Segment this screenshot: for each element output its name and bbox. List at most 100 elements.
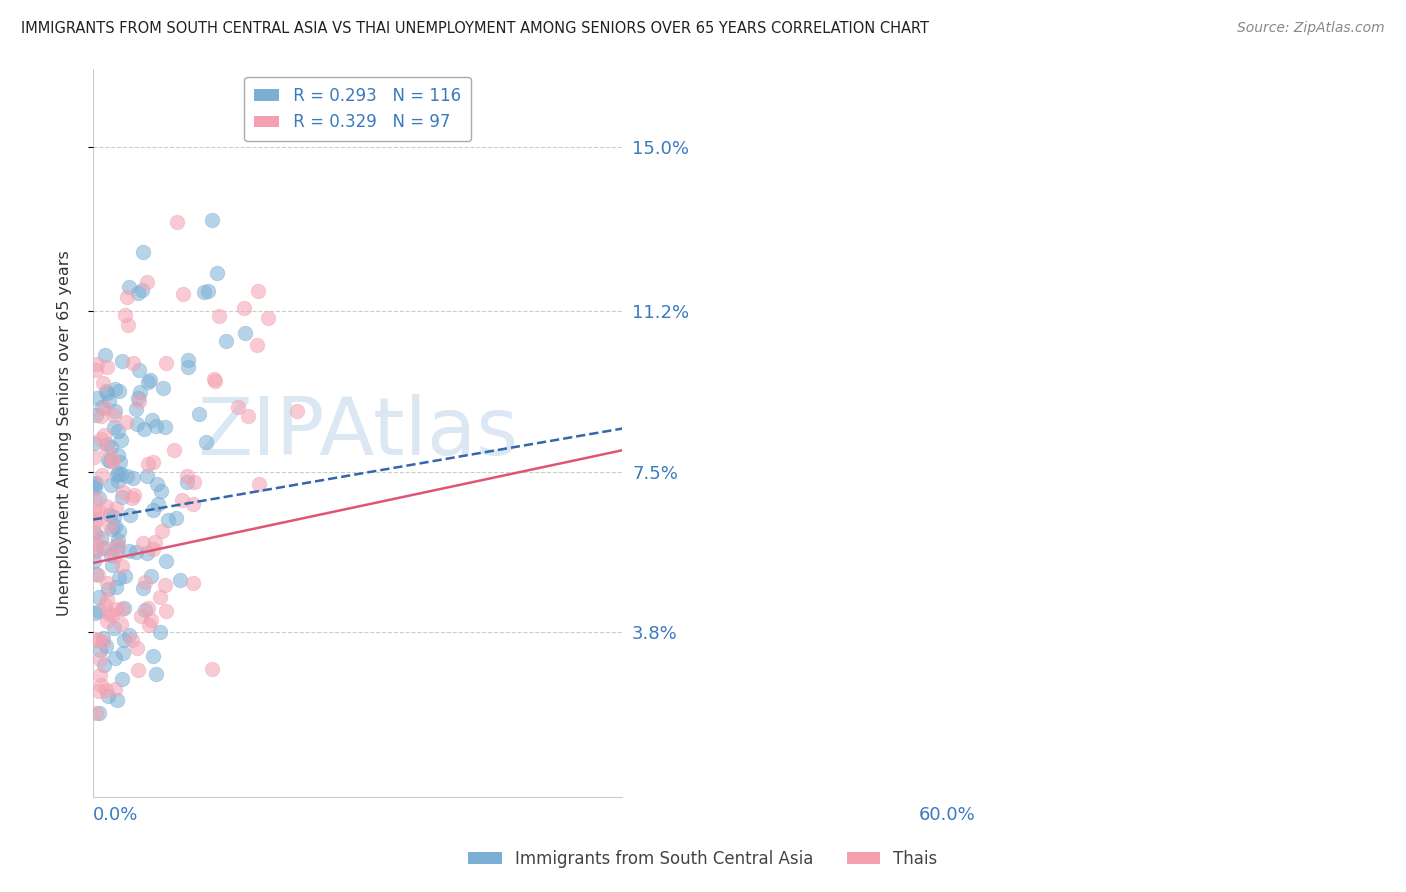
Point <box>111 353 134 368</box>
Point <box>110 433 132 447</box>
Point <box>94 598 117 612</box>
Point <box>155 356 177 370</box>
Point <box>155 604 177 618</box>
Point <box>128 393 150 408</box>
Point <box>111 490 134 504</box>
Point <box>84 567 107 582</box>
Point <box>103 408 125 422</box>
Point <box>101 607 124 622</box>
Point <box>117 318 139 332</box>
Point <box>136 458 159 472</box>
Point <box>104 519 127 533</box>
Point <box>285 404 308 418</box>
Point <box>127 663 149 677</box>
Point <box>118 628 141 642</box>
Point <box>107 475 129 489</box>
Point <box>122 356 145 370</box>
Point <box>166 215 188 229</box>
Point <box>89 505 111 519</box>
Point <box>89 706 111 720</box>
Point <box>125 641 148 656</box>
Point <box>120 508 142 523</box>
Point <box>93 428 115 442</box>
Point <box>103 452 125 467</box>
Point <box>121 633 143 648</box>
Point <box>97 393 120 408</box>
Point <box>103 621 125 635</box>
Point <box>204 375 226 389</box>
Point <box>156 513 179 527</box>
Point <box>215 334 238 348</box>
Point <box>132 581 155 595</box>
Point <box>111 559 134 574</box>
Point <box>125 402 148 417</box>
Point <box>94 348 117 362</box>
Point <box>197 284 219 298</box>
Point <box>112 600 135 615</box>
Point <box>107 524 129 538</box>
Text: 60.0%: 60.0% <box>918 806 976 824</box>
Point <box>176 469 198 483</box>
Point <box>105 693 128 707</box>
Point <box>89 433 111 447</box>
Point <box>93 635 115 649</box>
Point <box>89 652 111 666</box>
Point <box>143 535 166 549</box>
Point <box>136 376 159 390</box>
Point <box>202 372 225 386</box>
Point <box>94 499 117 513</box>
Point <box>194 434 217 449</box>
Point <box>128 363 150 377</box>
Point <box>256 311 278 326</box>
Point <box>127 285 149 300</box>
Point <box>104 602 127 616</box>
Point <box>139 569 162 583</box>
Point <box>136 601 159 615</box>
Point <box>132 536 155 550</box>
Point <box>84 408 107 422</box>
Point <box>101 522 124 536</box>
Point <box>90 532 112 546</box>
Point <box>86 512 108 526</box>
Point <box>135 546 157 560</box>
Point <box>121 491 143 506</box>
Point <box>91 400 114 414</box>
Point <box>134 603 156 617</box>
Point <box>118 280 141 294</box>
Point <box>183 475 205 490</box>
Point <box>155 554 177 568</box>
Point <box>84 543 107 558</box>
Point <box>125 417 148 431</box>
Point <box>142 503 165 517</box>
Point <box>122 471 145 485</box>
Point <box>100 478 122 492</box>
Point <box>111 647 134 661</box>
Point <box>83 491 105 506</box>
Point <box>86 357 108 371</box>
Point <box>94 384 117 398</box>
Point <box>86 706 108 720</box>
Point <box>107 571 129 585</box>
Point <box>118 544 141 558</box>
Point <box>183 497 205 511</box>
Point <box>201 213 224 227</box>
Point <box>129 385 152 400</box>
Point <box>83 554 105 568</box>
Point <box>134 574 156 589</box>
Point <box>97 582 120 597</box>
Point <box>177 352 200 367</box>
Point <box>91 631 114 645</box>
Point <box>165 511 187 525</box>
Point <box>124 545 146 559</box>
Legend:  R = 0.293   N = 116,  R = 0.329   N = 97: R = 0.293 N = 116, R = 0.329 N = 97 <box>245 77 471 141</box>
Point <box>246 338 269 352</box>
Point <box>83 450 105 465</box>
Point <box>104 651 127 665</box>
Point <box>145 418 167 433</box>
Point <box>104 580 127 594</box>
Point <box>90 409 112 423</box>
Point <box>103 419 125 434</box>
Point <box>83 477 105 491</box>
Point <box>135 276 157 290</box>
Point <box>87 684 110 698</box>
